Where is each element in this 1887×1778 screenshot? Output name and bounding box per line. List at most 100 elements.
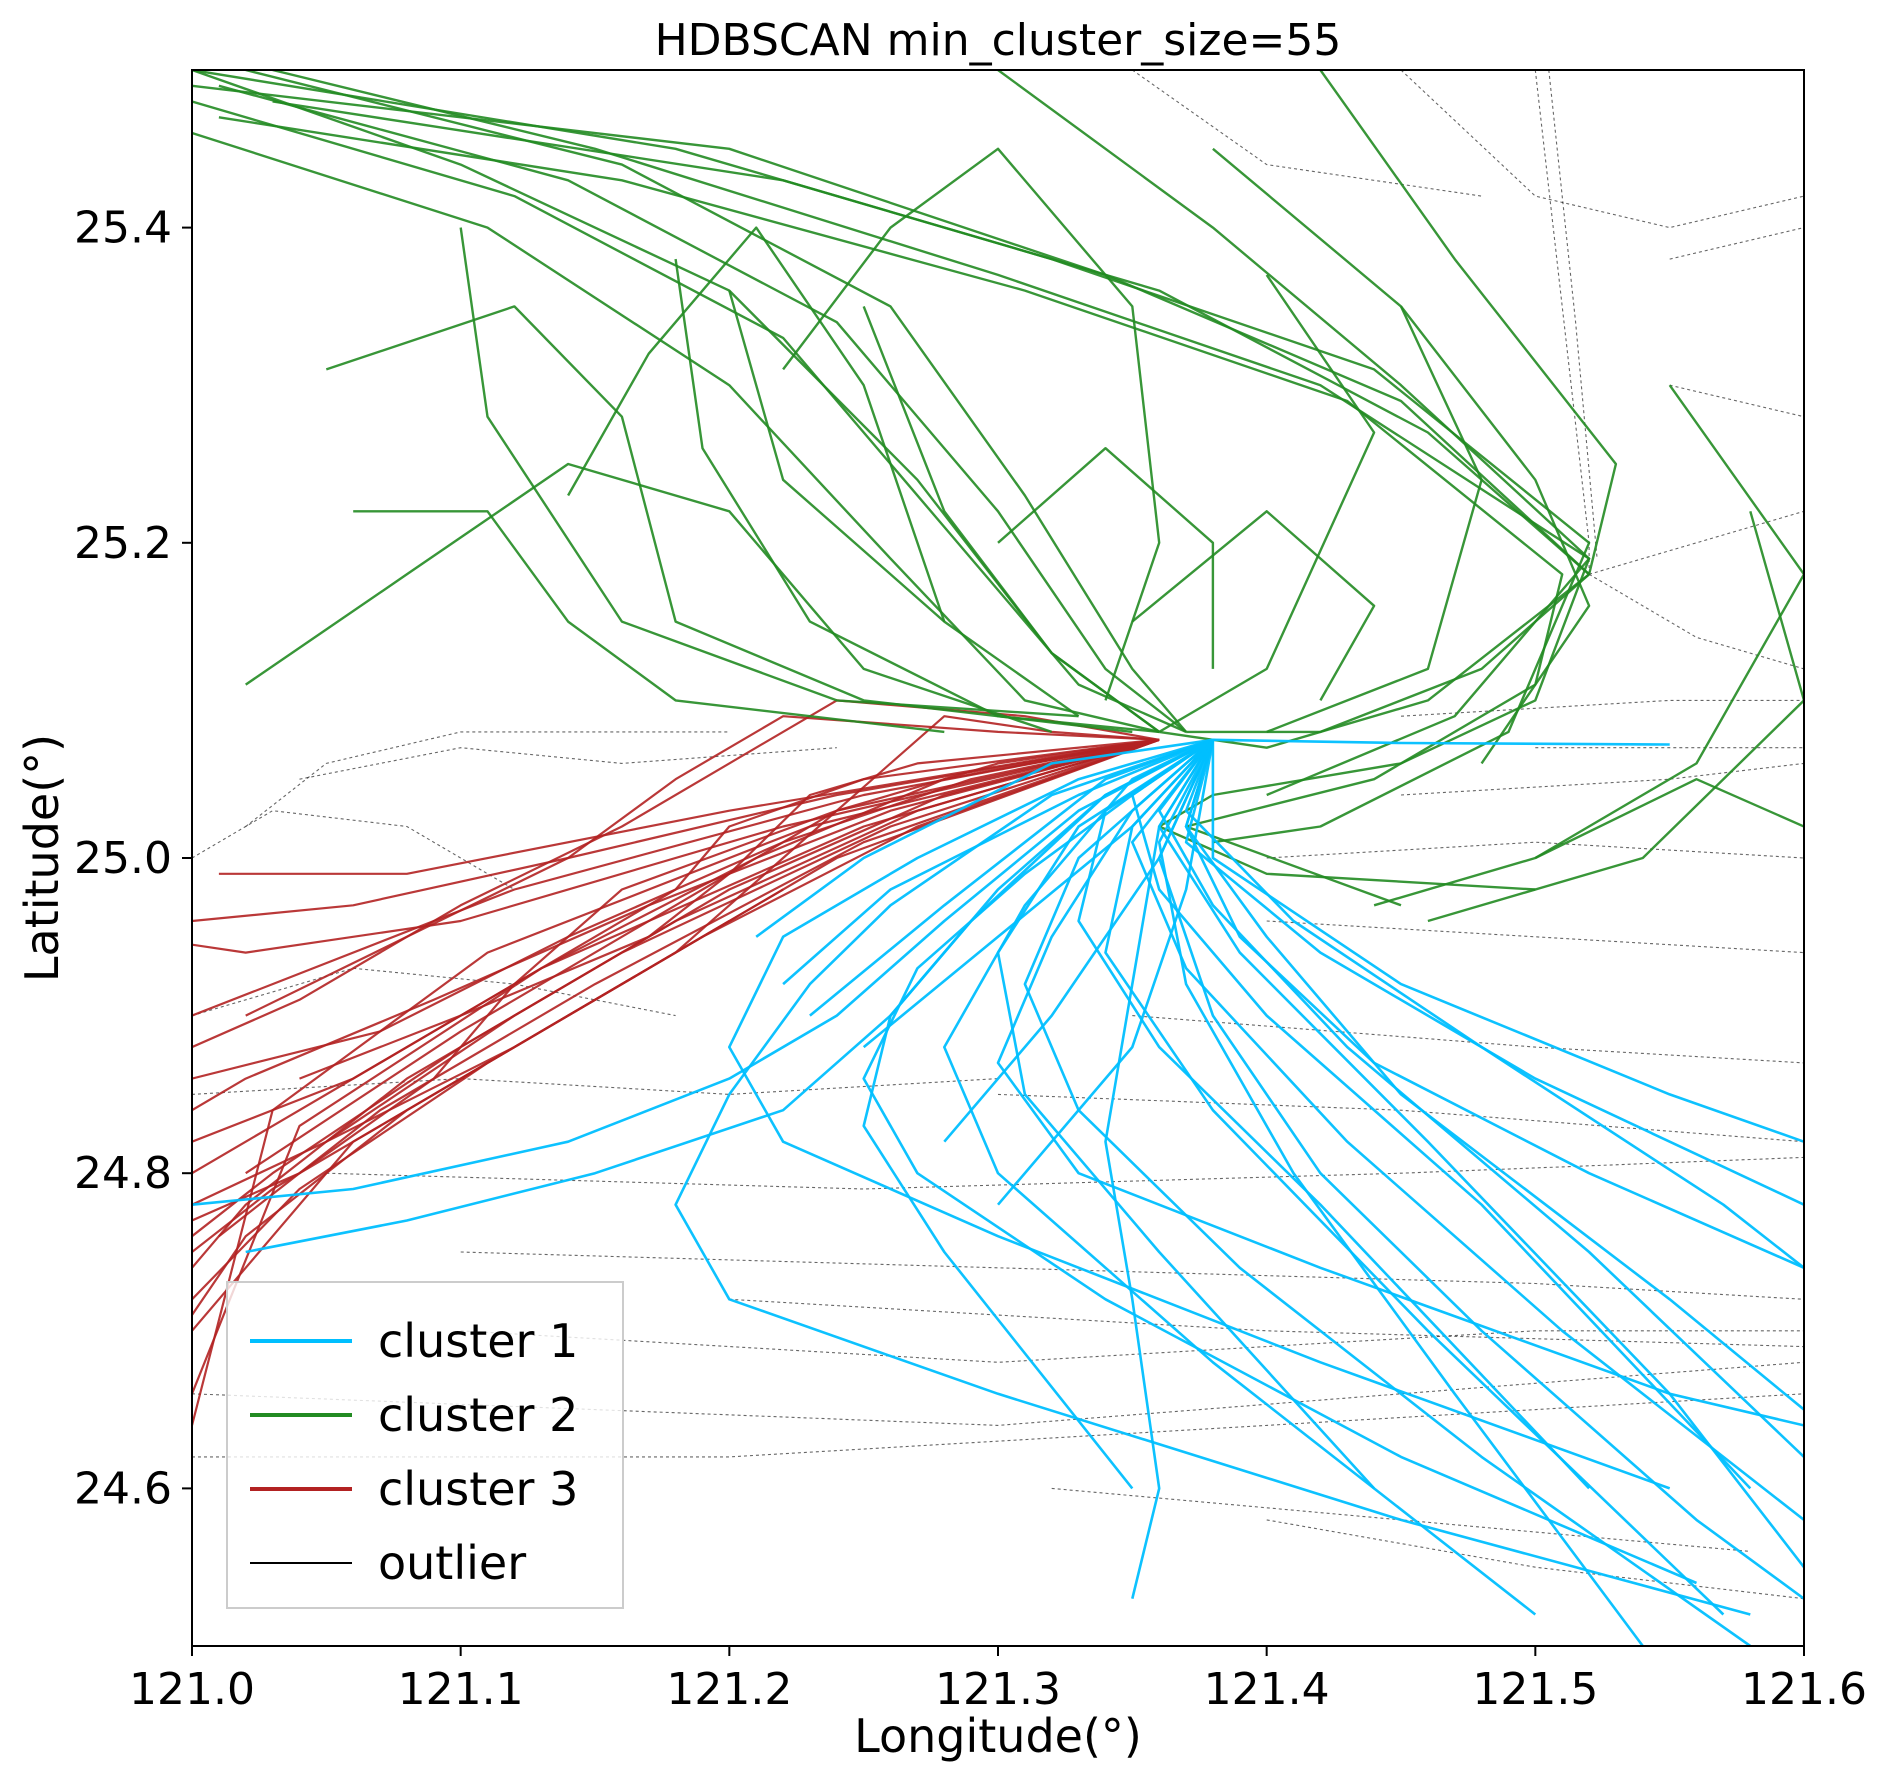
trajectory-cluster-1: [1157, 739, 1644, 1646]
x-tick-label: 121.3: [935, 1664, 1061, 1715]
trajectory-cluster-3: [192, 888, 784, 1253]
trajectory-outlier: [997, 1093, 1804, 1143]
trajectory-outlier: [1534, 70, 1590, 575]
legend-label: cluster 1: [378, 1314, 578, 1368]
trajectory-cluster-1: [997, 739, 1215, 1206]
x-tick-label: 121.4: [1204, 1664, 1330, 1715]
y-tick-label: 25.0: [74, 833, 172, 884]
trajectory-cluster-3: [192, 738, 1160, 1112]
trajectory-outlier: [326, 1156, 1804, 1190]
trajectory-cluster-1: [1104, 738, 1725, 1616]
y-axis-label: Latitude(°): [15, 734, 69, 982]
trajectory-outlier: [1669, 227, 1804, 260]
trajectory-cluster-1: [1023, 738, 1752, 1646]
series-cluster-2: [192, 70, 1804, 923]
trajectory-outlier: [245, 731, 730, 827]
trajectory-cluster-1: [1211, 739, 1804, 1143]
trajectory-outlier: [192, 810, 515, 890]
trajectory-cluster-3: [192, 738, 1160, 1175]
legend-box: [226, 1281, 624, 1609]
trajectory-cluster-1: [996, 738, 1376, 1490]
x-axis-label: Longitude(°): [854, 1709, 1142, 1763]
x-axis: 121.0 121.1 121.2 121.3 121.4 121.5 121.6: [129, 1646, 1867, 1715]
trajectory-cluster-1: [996, 738, 1804, 1427]
trajectory-cluster-3: [245, 738, 1160, 1175]
trajectory-cluster-1: [1157, 739, 1804, 1600]
x-tick-label: 121.2: [666, 1664, 792, 1715]
trajectory-cluster-1: [192, 738, 1214, 1206]
trajectory-cluster-2: [862, 305, 1160, 733]
trajectory-cluster-3: [192, 738, 1160, 1017]
y-tick-label: 25.2: [74, 518, 172, 569]
trajectory-outlier: [192, 1361, 1804, 1426]
y-axis: 24.6 24.8 25.0 25.2 25.4: [74, 203, 192, 1514]
trajectory-cluster-1: [755, 738, 1214, 938]
y-tick-label: 24.8: [74, 1148, 172, 1199]
trajectory-cluster-2: [1427, 510, 1804, 923]
trajectory-cluster-1: [862, 738, 1698, 1585]
trajectory-cluster-2: [567, 226, 946, 622]
trajectory-cluster-2: [997, 70, 1591, 797]
trajectory-cluster-2: [728, 290, 1080, 718]
trajectory-outlier: [192, 1393, 1804, 1458]
trajectory-outlier: [299, 747, 837, 780]
x-tick-label: 121.1: [398, 1664, 524, 1715]
trajectory-cluster-2: [192, 70, 1591, 844]
trajectory-cluster-2: [1212, 147, 1591, 765]
trajectory-outlier: [1669, 384, 1804, 418]
trajectory-cluster-2: [245, 70, 1188, 733]
trajectory-outlier: [729, 1298, 1804, 1348]
x-tick-label: 121.5: [1472, 1664, 1598, 1715]
trajectory-cluster-2: [245, 462, 1053, 734]
trajectory-cluster-1: [728, 738, 1671, 1490]
y-tick-label: 25.4: [74, 203, 172, 254]
trajectory-cluster-1: [1104, 739, 1215, 1600]
trajectory-cluster-2: [1534, 778, 1804, 860]
trajectory-cluster-1: [674, 738, 1751, 1616]
trajectory-cluster-2: [1319, 70, 1618, 575]
trajectory-cluster-2: [192, 100, 1187, 733]
trajectory-cluster-1: [1131, 738, 1804, 1521]
x-tick-label: 121.0: [129, 1664, 255, 1715]
trajectory-outlier: [192, 1078, 999, 1095]
trajectory-cluster-2: [192, 131, 1160, 734]
trajectory-outlier: [1266, 1519, 1804, 1600]
trajectory-cluster-3: [218, 738, 1160, 875]
trajectory-cluster-2: [353, 510, 945, 734]
series-cluster-3: [192, 699, 1160, 1426]
legend-label: cluster 2: [378, 1388, 578, 1442]
trajectory-outlier: [1588, 573, 1804, 670]
trajectory-cluster-2: [1186, 573, 1590, 734]
trajectory-cluster-2: [218, 116, 1564, 907]
trajectory-cluster-1: [1212, 738, 1670, 746]
legend: cluster 1 cluster 2 cluster 3 outlier: [226, 1281, 624, 1609]
trajectory-cluster-2: [218, 84, 1187, 733]
trajectory-cluster-1: [1184, 739, 1804, 1206]
trajectory-outlier: [1132, 1015, 1804, 1064]
trajectory-outlier: [1400, 70, 1804, 229]
series-cluster-1: [192, 738, 1804, 1646]
trajectory-cluster-2: [1131, 510, 1376, 701]
trajectory-cluster-1: [245, 738, 1214, 1254]
trajectory-cluster-2: [1266, 305, 1483, 734]
trajectory-outlier: [1131, 70, 1482, 197]
x-tick-label: 121.6: [1741, 1664, 1867, 1715]
trajectory-cluster-2: [782, 147, 1161, 701]
trajectory-cluster-2: [1158, 274, 1376, 733]
trajectory-cluster-2: [325, 305, 1133, 734]
trajectory-cluster-1: [1184, 739, 1804, 1269]
legend-label: cluster 3: [378, 1462, 578, 1516]
trajectory-outlier: [1548, 70, 1598, 559]
trajectory-cluster-2: [997, 447, 1215, 669]
legend-label: outlier: [378, 1536, 526, 1590]
trajectory-cluster-2: [1373, 384, 1804, 907]
trajectory-cluster-1: [1184, 739, 1804, 1269]
trajectory-cluster-1: [943, 738, 1537, 1616]
trajectory-cluster-3: [192, 738, 1160, 1269]
trajectory-outlier: [192, 967, 676, 1017]
trajectory-outlier: [460, 1251, 1804, 1300]
chart-title: HDBSCAN min_cluster_size=55: [655, 15, 1342, 66]
trajectory-cluster-3: [192, 738, 1160, 954]
trajectory-cluster-3: [192, 738, 1160, 1426]
